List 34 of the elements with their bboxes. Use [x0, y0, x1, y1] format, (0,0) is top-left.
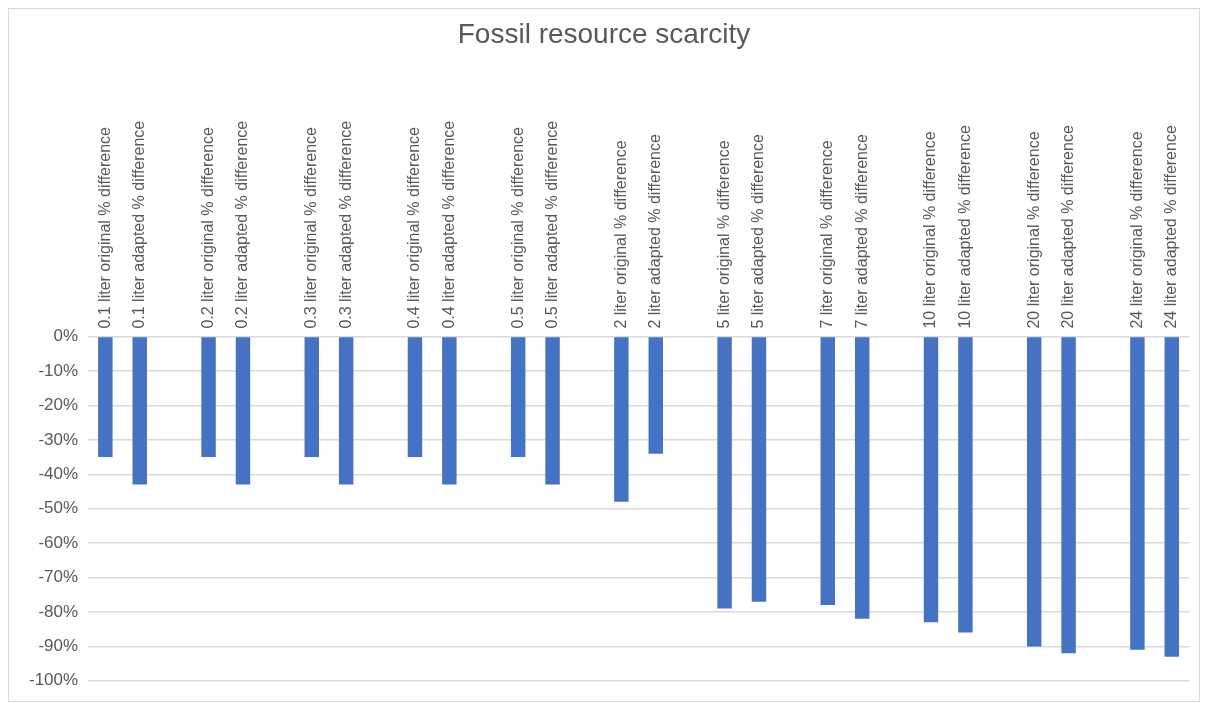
x-tick-label: 20 liter adapted % difference [1059, 125, 1076, 329]
x-tick-label: 0.2 liter adapted % difference [233, 120, 251, 329]
x-tick-label: 5 liter original % difference [714, 140, 732, 329]
x-tick-label: 7 liter adapted % difference [852, 134, 870, 329]
y-tick-label: -10% [38, 360, 79, 380]
x-tick-label: 20 liter original % difference [1024, 131, 1042, 329]
chart-title: Fossil resource scarcity [457, 17, 751, 49]
x-tick-label: 0.5 liter adapted % difference [542, 120, 560, 329]
y-tick-label: 0% [53, 326, 79, 346]
y-tick-label: -90% [38, 636, 79, 656]
x-tick-label: 24 liter original % difference [1127, 131, 1145, 329]
x-tick-label: 0.3 liter adapted % difference [336, 120, 354, 329]
y-tick-label: -80% [38, 601, 79, 621]
y-tick-label: -60% [38, 532, 79, 552]
x-tick-label: 0.4 liter adapted % difference [439, 120, 457, 329]
y-tick-label: -100% [29, 670, 79, 690]
x-tick-label: 0.2 liter original % difference [198, 126, 216, 329]
y-tick-label: -20% [38, 395, 79, 415]
y-tick-label: -50% [38, 498, 79, 518]
x-tick-label: 0.1 liter original % difference [95, 126, 113, 329]
x-tick-label: 0.1 liter adapted % difference [130, 120, 148, 329]
x-tick-label: 2 liter original % difference [611, 140, 629, 329]
x-tick-label: 10 liter adapted % difference [955, 125, 973, 329]
x-tick-label: 7 liter original % difference [818, 140, 836, 329]
x-tick-label: 0.3 liter original % difference [302, 126, 320, 329]
y-tick-label: -40% [38, 463, 79, 483]
x-tick-label: 10 liter original % difference [921, 131, 939, 329]
x-tick-label: 2 liter adapted % difference [646, 134, 664, 329]
y-tick-label: -30% [38, 429, 79, 449]
x-tick-label: 0.4 liter original % difference [405, 126, 423, 329]
x-tick-label: 0.5 liter original % difference [508, 126, 526, 329]
y-tick-label: -70% [38, 567, 79, 587]
x-tick-label: 5 liter adapted % difference [749, 134, 767, 329]
x-tick-label: 24 liter adapted % difference [1162, 125, 1180, 329]
